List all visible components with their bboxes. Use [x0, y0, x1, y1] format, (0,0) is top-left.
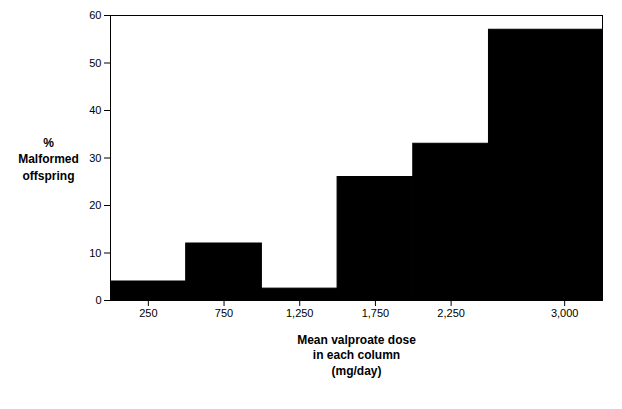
svg-text:50: 50 [89, 57, 101, 69]
svg-text:%Malformedoffspring: %Malformedoffspring [18, 136, 79, 184]
svg-text:1,250: 1,250 [286, 307, 314, 319]
svg-text:250: 250 [139, 307, 157, 319]
svg-text:40: 40 [89, 104, 101, 116]
svg-text:20: 20 [89, 199, 101, 211]
svg-text:2,250: 2,250 [437, 307, 465, 319]
svg-text:10: 10 [89, 247, 101, 259]
svg-text:750: 750 [215, 307, 233, 319]
svg-text:0: 0 [95, 294, 101, 306]
svg-text:Mean valproate dosein each col: Mean valproate dosein each column(mg/day… [297, 333, 416, 378]
svg-text:1,750: 1,750 [362, 307, 390, 319]
svg-text:3,000: 3,000 [551, 307, 579, 319]
svg-text:60: 60 [89, 9, 101, 21]
svg-text:30: 30 [89, 152, 101, 164]
